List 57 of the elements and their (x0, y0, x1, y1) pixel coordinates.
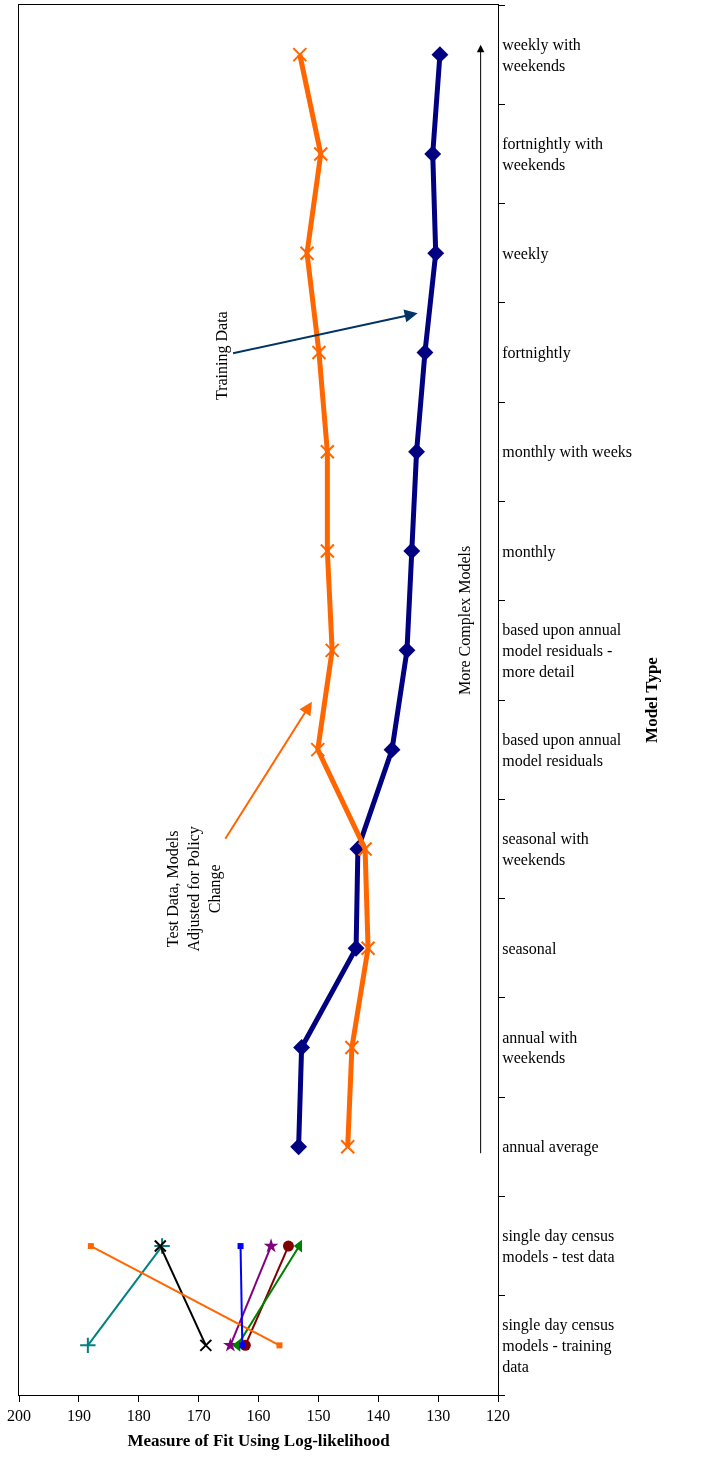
y-tick-label: monthly with weeks (502, 443, 632, 462)
y-tick-label: fortnightly (502, 344, 571, 363)
point (319, 543, 335, 559)
point (416, 344, 434, 361)
x-tick-label: 170 (186, 1407, 211, 1425)
y-tick-label: weekly (502, 244, 549, 263)
y-tick-label: single day census models - test data (502, 1227, 615, 1266)
x-tick-label: 150 (306, 1407, 331, 1425)
point (310, 742, 326, 758)
y-tick-label: annual average (502, 1138, 599, 1157)
x-tick-label: 140 (366, 1407, 391, 1425)
point (340, 1139, 356, 1155)
point (431, 46, 449, 64)
text: Training Data (213, 311, 232, 401)
point (276, 1342, 283, 1349)
point (344, 1040, 360, 1055)
y-tick-label: based upon annual model residuals (502, 730, 622, 769)
point (408, 443, 426, 461)
x-tick-label: 130 (426, 1407, 451, 1425)
point (87, 1243, 94, 1250)
y-tick-label: weekly with weekends (502, 35, 581, 74)
point (324, 642, 340, 658)
point (311, 345, 327, 360)
point (199, 1338, 213, 1352)
y-tick-label: single day census models - training data (502, 1316, 615, 1375)
text: Test Data, Models Adjusted for Policy Change (164, 826, 224, 952)
point (290, 1138, 308, 1156)
x-tick-label: 120 (486, 1407, 510, 1425)
x-axis-title: Measure of Fit Using Log-likelihood (127, 1430, 391, 1450)
point (282, 1240, 294, 1252)
y-tick-label: seasonal with weekends (502, 830, 589, 868)
point (292, 47, 308, 63)
point (357, 841, 373, 857)
x-tick-label: 160 (246, 1407, 271, 1425)
point (299, 245, 315, 261)
point (263, 1238, 279, 1253)
point (153, 1239, 167, 1253)
point (237, 1243, 244, 1250)
point (293, 1039, 311, 1056)
point (424, 145, 442, 163)
y-tick-label: monthly (502, 542, 556, 561)
point (319, 444, 335, 460)
y-tick-label: fortnightly with weekends (502, 135, 604, 173)
point (313, 146, 329, 162)
annotation: More Complex Models (455, 545, 474, 696)
y-tick-label: annual with weekends (502, 1028, 578, 1067)
point (403, 542, 421, 560)
y-tick-label: seasonal (502, 939, 557, 957)
point (153, 1237, 171, 1255)
point (79, 1336, 97, 1355)
y-tick-label: based upon annual model residuals - more detail (502, 621, 622, 680)
point (383, 741, 401, 759)
x-tick-label: 180 (126, 1407, 151, 1425)
x-tick-label: 190 (66, 1407, 91, 1425)
x-tick-label: 200 (7, 1407, 31, 1425)
point (360, 940, 376, 956)
y-axis-title: Model Type (642, 656, 662, 743)
